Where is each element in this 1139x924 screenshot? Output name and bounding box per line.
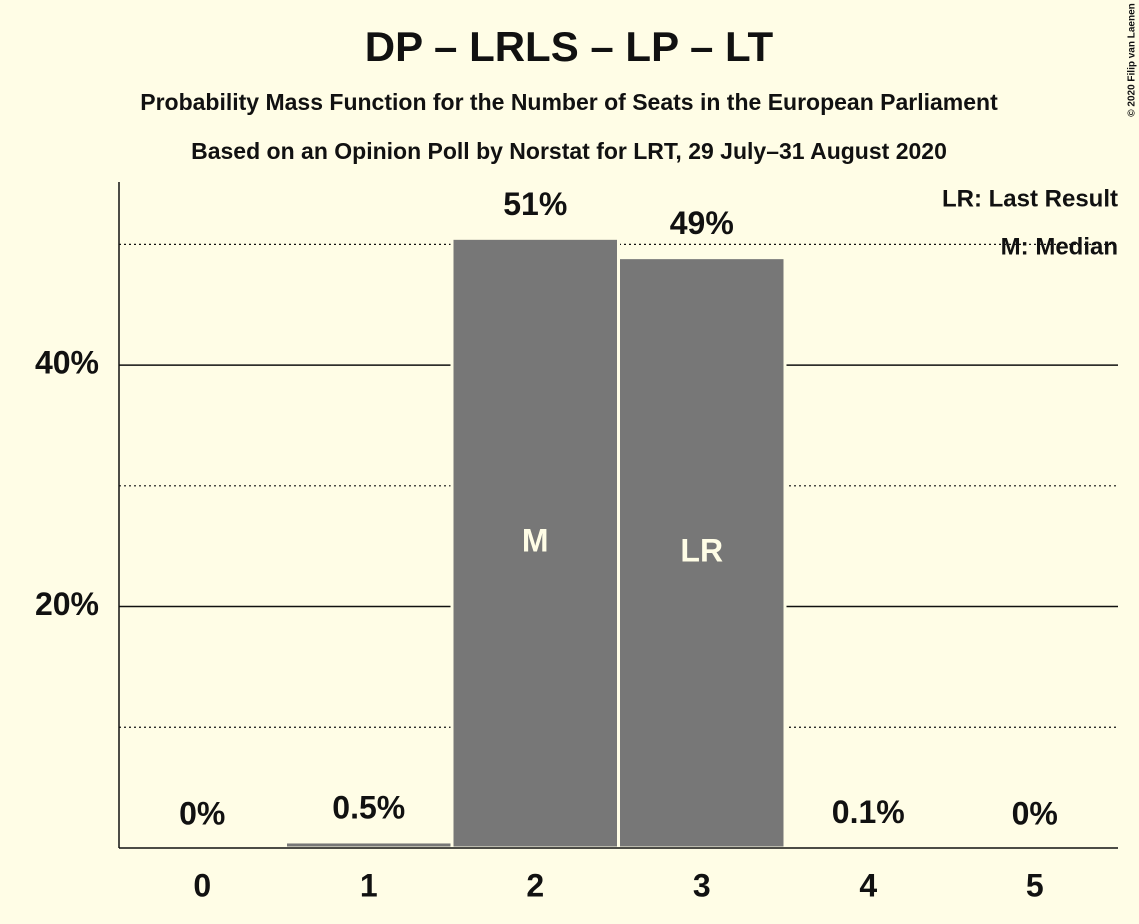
legend-entry: M: Median <box>1001 233 1118 260</box>
bar <box>617 256 787 850</box>
value-label: 0% <box>1012 795 1058 831</box>
x-tick-label: 2 <box>526 867 544 903</box>
bar <box>450 236 620 850</box>
value-label: 0.5% <box>332 789 405 825</box>
copyright: © 2020 Filip van Laenen <box>1127 3 1138 117</box>
value-label: 51% <box>503 186 567 222</box>
bar-annotation: M <box>522 523 549 559</box>
x-tick-label: 5 <box>1026 867 1044 903</box>
y-tick-label: 40% <box>35 345 99 381</box>
value-label: 49% <box>670 205 734 241</box>
chart-subtitle: Probability Mass Function for the Number… <box>140 89 998 115</box>
value-label: 0.1% <box>832 794 905 830</box>
bar <box>284 840 454 850</box>
x-tick-label: 1 <box>360 867 378 903</box>
value-label: 0% <box>179 795 225 831</box>
chart-title: DP – LRLS – LP – LT <box>365 23 774 70</box>
bar-annotation: LR <box>680 532 723 568</box>
y-tick-label: 20% <box>35 586 99 622</box>
x-tick-label: 4 <box>859 867 877 903</box>
x-tick-label: 3 <box>693 867 711 903</box>
x-tick-label: 0 <box>193 867 211 903</box>
legend-entry: LR: Last Result <box>942 185 1118 212</box>
chart-caption: Based on an Opinion Poll by Norstat for … <box>191 138 947 164</box>
